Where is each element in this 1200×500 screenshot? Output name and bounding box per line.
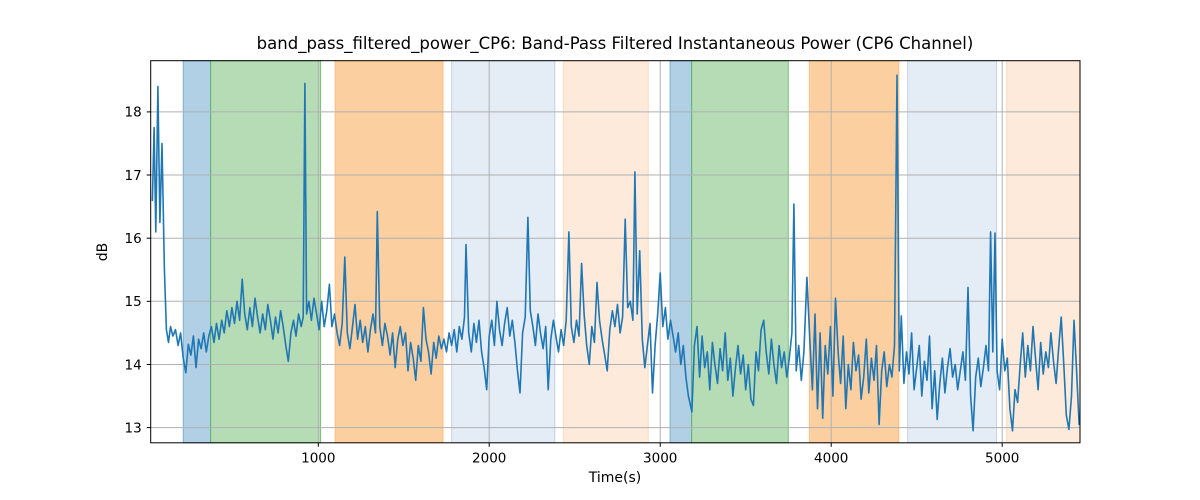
axes-spines — [150, 60, 1081, 444]
chart-title: band_pass_filtered_power_CP6: Band-Pass … — [257, 34, 974, 54]
band-green-2 — [691, 60, 789, 444]
y-tick-label: 13 — [125, 420, 142, 436]
band-green-1 — [210, 60, 322, 444]
band-orange-1 — [334, 60, 444, 444]
x-tick-label: 1000 — [301, 450, 335, 466]
x-tick-label: 5000 — [985, 450, 1019, 466]
line-layer — [151, 74, 1080, 432]
x-axis-label: Time(s) — [588, 470, 641, 486]
band-orange-2 — [808, 60, 900, 444]
axes-layer — [146, 60, 1081, 447]
power-line — [151, 74, 1080, 432]
x-tick-label: 3000 — [643, 450, 677, 466]
band-blue-1 — [182, 60, 212, 444]
x-tick-label: 4000 — [814, 450, 848, 466]
y-tick-label: 15 — [125, 294, 142, 310]
tick-label-layer: 1000 2000 3000 4000 5000 13 14 15 16 17 18 — [125, 105, 1020, 467]
y-tick-label: 14 — [125, 357, 142, 373]
band-peach-2 — [1006, 60, 1081, 444]
y-tick-label: 16 — [125, 231, 142, 247]
x-tick-label: 2000 — [472, 450, 506, 466]
band-blue-2 — [669, 60, 693, 444]
y-tick-label: 17 — [125, 168, 142, 184]
band-lightblue-1 — [451, 60, 556, 444]
y-tick-label: 18 — [125, 105, 142, 121]
y-axis-label: dB — [95, 243, 111, 262]
